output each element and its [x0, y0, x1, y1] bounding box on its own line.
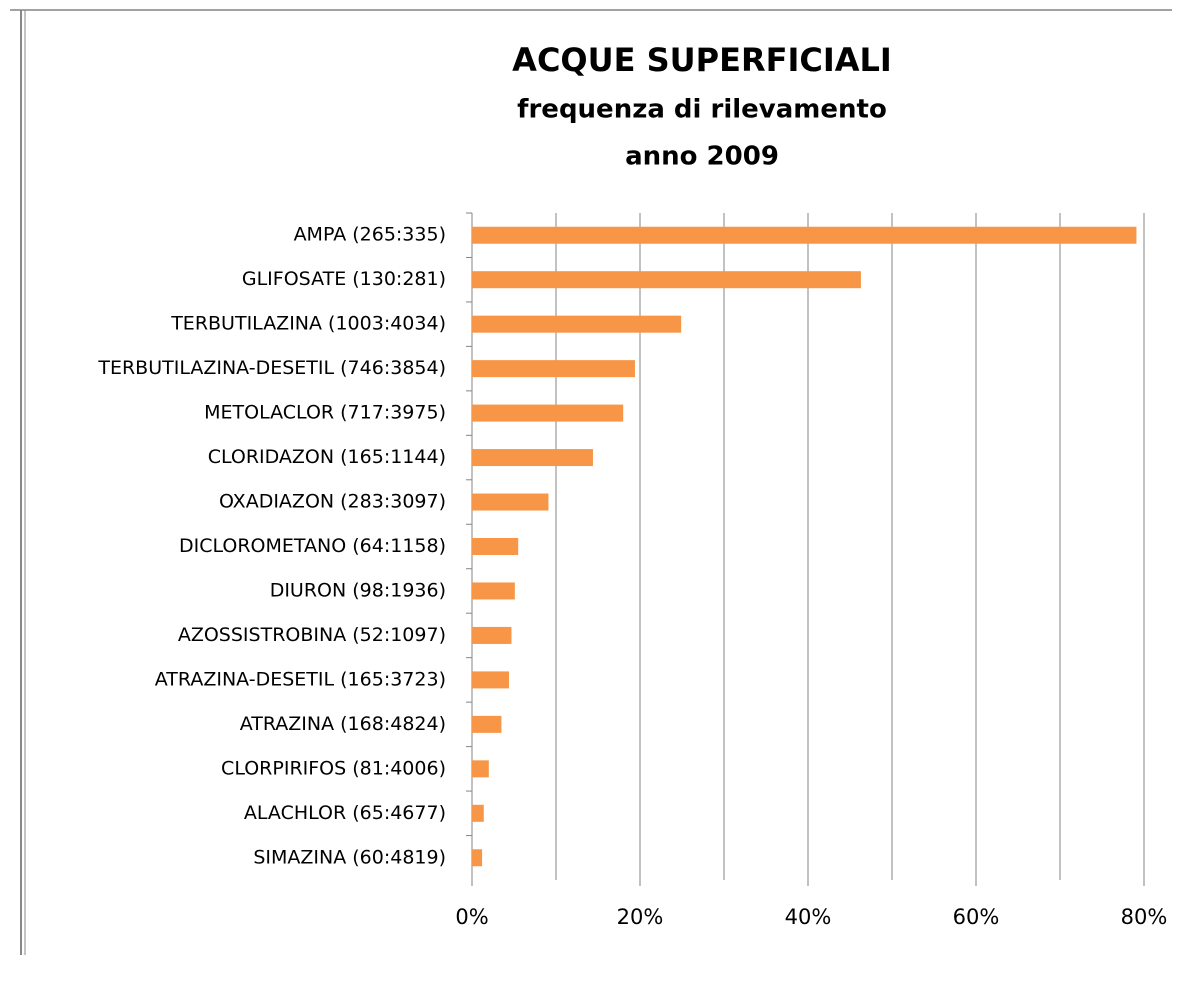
y-tick-label: ALACHLOR (65:4677) [244, 802, 446, 824]
y-tick-label: METOLACLOR (717:3975) [204, 402, 446, 424]
x-tick-label: 20% [617, 905, 664, 929]
chart-subtitle: anno 2009 [625, 142, 779, 172]
bar [472, 804, 484, 822]
bar [472, 493, 549, 511]
bar [472, 671, 509, 689]
x-tick-label: 40% [785, 905, 832, 929]
y-tick-label: ATRAZINA-DESETIL (165:3723) [155, 668, 446, 690]
y-tick-label: GLIFOSATE (130:281) [242, 268, 446, 290]
y-tick-label: SIMAZINA (60:4819) [253, 846, 446, 868]
bar [472, 360, 635, 378]
bar [472, 538, 519, 555]
bar [472, 760, 489, 778]
bar [472, 404, 624, 422]
y-tick-label: OXADIAZON (283:3097) [219, 491, 446, 513]
y-tick-label: AZOSSISTROBINA (52:1097) [178, 624, 446, 646]
bar [472, 715, 502, 733]
bar [472, 226, 1137, 244]
y-tick-label: AMPA (265:335) [294, 224, 446, 246]
bar [472, 449, 593, 467]
y-tick-label: DIURON (98:1936) [270, 579, 446, 601]
chart-title: ACQUE SUPERFICIALI [512, 41, 892, 79]
x-tick-label: 60% [953, 905, 1000, 929]
bar [472, 271, 861, 289]
bar [472, 849, 483, 867]
y-tick-label: CLORPIRIFOS (81:4006) [221, 757, 446, 779]
bar [472, 626, 512, 644]
x-tick-label: 80% [1121, 905, 1168, 929]
chart-subtitle: frequenza di rilevamento [517, 95, 887, 125]
y-tick-label: DICLOROMETANO (64:1158) [179, 535, 446, 557]
y-tick-label: TERBUTILAZINA-DESETIL (746:3854) [97, 357, 446, 379]
y-tick-label: TERBUTILAZINA (1003:4034) [170, 313, 446, 335]
y-tick-label: ATRAZINA (168:4824) [240, 713, 446, 735]
bar [472, 582, 515, 600]
y-tick-label: CLORIDAZON (165:1144) [208, 446, 446, 468]
bar [472, 315, 682, 333]
x-tick-label: 0% [455, 905, 488, 929]
